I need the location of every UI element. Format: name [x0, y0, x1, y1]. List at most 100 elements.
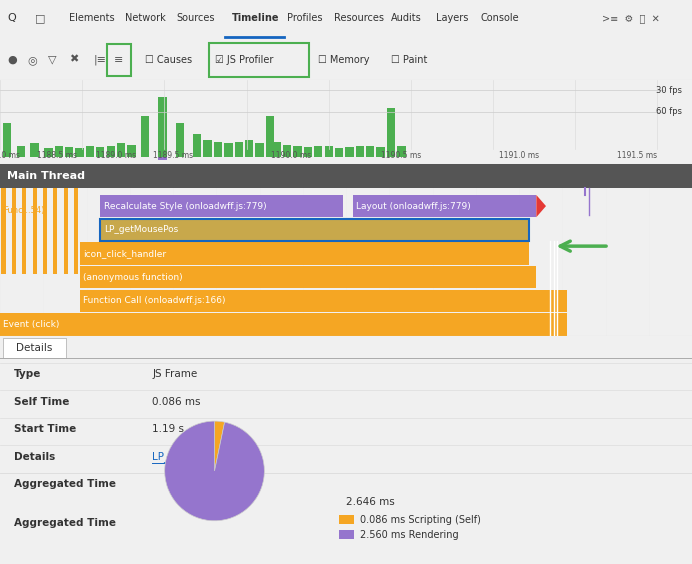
Text: Func...54): Func...54) [3, 205, 45, 214]
Bar [235, 142, 243, 157]
Text: ◎: ◎ [28, 55, 37, 65]
Bar [366, 147, 374, 157]
Text: Console: Console [481, 14, 520, 23]
Text: Type: Type [14, 369, 42, 380]
Text: 2.560 ms Rendering: 2.560 ms Rendering [360, 530, 459, 540]
Text: 1189.0 ms: 1189.0 ms [95, 151, 136, 160]
Text: ✖: ✖ [69, 55, 79, 65]
Bar [266, 116, 274, 157]
Bar [176, 123, 184, 157]
Bar [107, 146, 115, 157]
Bar [44, 148, 53, 157]
Text: 1188.5 ms: 1188.5 ms [37, 151, 78, 160]
Text: ≡: ≡ [114, 55, 124, 65]
Bar [214, 142, 222, 157]
Bar [74, 188, 78, 274]
Text: |≡: |≡ [93, 55, 107, 65]
Text: Function Call (onloadwff.js:166): Function Call (onloadwff.js:166) [83, 296, 226, 305]
Bar [193, 134, 201, 157]
Text: 1189.5 ms: 1189.5 ms [153, 151, 193, 160]
Text: Elements: Elements [69, 14, 115, 23]
Text: icon_click_handler: icon_click_handler [83, 249, 166, 258]
Text: Audits: Audits [391, 14, 421, 23]
Text: Timeline: Timeline [232, 14, 280, 23]
Bar [22, 188, 26, 274]
Text: ☐ Causes: ☐ Causes [145, 55, 192, 65]
Bar [224, 143, 233, 157]
Bar [158, 97, 167, 157]
Text: Resources: Resources [334, 14, 384, 23]
Bar [75, 148, 84, 157]
Bar [203, 140, 212, 157]
Text: >≡  ⚙  ⬜  ✕: >≡ ⚙ ⬜ ✕ [602, 14, 659, 23]
Bar [335, 148, 343, 157]
Bar [339, 515, 354, 524]
Wedge shape [165, 421, 264, 521]
Bar [353, 195, 536, 217]
Bar [314, 146, 322, 157]
Text: LP_getMousePos: LP_getMousePos [152, 451, 238, 462]
Bar [376, 147, 385, 157]
Bar [387, 108, 395, 157]
Bar [158, 157, 167, 160]
Bar [255, 143, 264, 157]
Bar [80, 266, 536, 288]
Text: Details: Details [14, 452, 55, 462]
Text: 2.646 ms: 2.646 ms [346, 497, 394, 508]
Text: Main Thread: Main Thread [7, 170, 85, 180]
Bar [325, 147, 333, 157]
Bar [33, 188, 37, 274]
Bar [100, 219, 529, 241]
Text: 60 fps: 60 fps [655, 107, 682, 116]
Text: 1191.0 ms: 1191.0 ms [499, 151, 539, 160]
Text: JS Frame: JS Frame [152, 369, 197, 380]
Text: Details: Details [17, 343, 53, 353]
Text: ▽: ▽ [48, 55, 57, 65]
Bar [339, 530, 354, 539]
Text: Aggregated Time: Aggregated Time [14, 479, 116, 489]
Text: Self Time: Self Time [14, 397, 69, 407]
Bar [304, 147, 312, 157]
Bar [43, 188, 47, 274]
Text: 0.086 ms Scripting (Self): 0.086 ms Scripting (Self) [360, 515, 481, 525]
Bar [12, 188, 16, 274]
Text: 1190.5 ms: 1190.5 ms [381, 151, 421, 160]
Bar [117, 143, 125, 157]
Bar [397, 147, 406, 157]
Text: Profiles: Profiles [287, 14, 322, 23]
Polygon shape [536, 195, 546, 217]
Text: 1188.0 ms: 1188.0 ms [0, 151, 20, 160]
Text: 1190.0 ms: 1190.0 ms [271, 151, 311, 160]
Bar [345, 147, 354, 157]
Bar [127, 145, 136, 157]
Bar [80, 290, 567, 312]
Text: ☐ Memory: ☐ Memory [318, 55, 370, 65]
Bar [17, 146, 25, 157]
Bar [283, 145, 291, 157]
Text: Layout (onloadwff.js:779): Layout (onloadwff.js:779) [356, 201, 471, 210]
Wedge shape [215, 421, 225, 471]
Bar [1, 188, 6, 274]
Text: Recalculate Style (onloadwff.js:779): Recalculate Style (onloadwff.js:779) [104, 201, 266, 210]
Text: ☑ JS Profiler: ☑ JS Profiler [215, 55, 273, 65]
Bar [3, 123, 11, 157]
Bar [86, 147, 94, 157]
Text: Event (click): Event (click) [3, 320, 60, 329]
Text: Start Time: Start Time [14, 424, 76, 434]
Text: □: □ [35, 14, 45, 23]
Text: Q: Q [7, 14, 16, 23]
Text: Sources: Sources [176, 14, 215, 23]
Bar [356, 146, 364, 157]
Bar [30, 143, 39, 157]
Text: Network: Network [125, 14, 165, 23]
Bar [80, 243, 529, 265]
Text: (anonymous function): (anonymous function) [83, 272, 183, 281]
Text: ☐ Paint: ☐ Paint [391, 55, 428, 65]
Bar [55, 146, 63, 157]
Text: LP_getMousePos: LP_getMousePos [104, 225, 178, 234]
Bar [273, 142, 281, 157]
Text: Layers: Layers [436, 14, 468, 23]
Text: 30 fps: 30 fps [655, 86, 682, 95]
Bar [245, 140, 253, 157]
Text: Aggregated Time: Aggregated Time [14, 518, 116, 528]
